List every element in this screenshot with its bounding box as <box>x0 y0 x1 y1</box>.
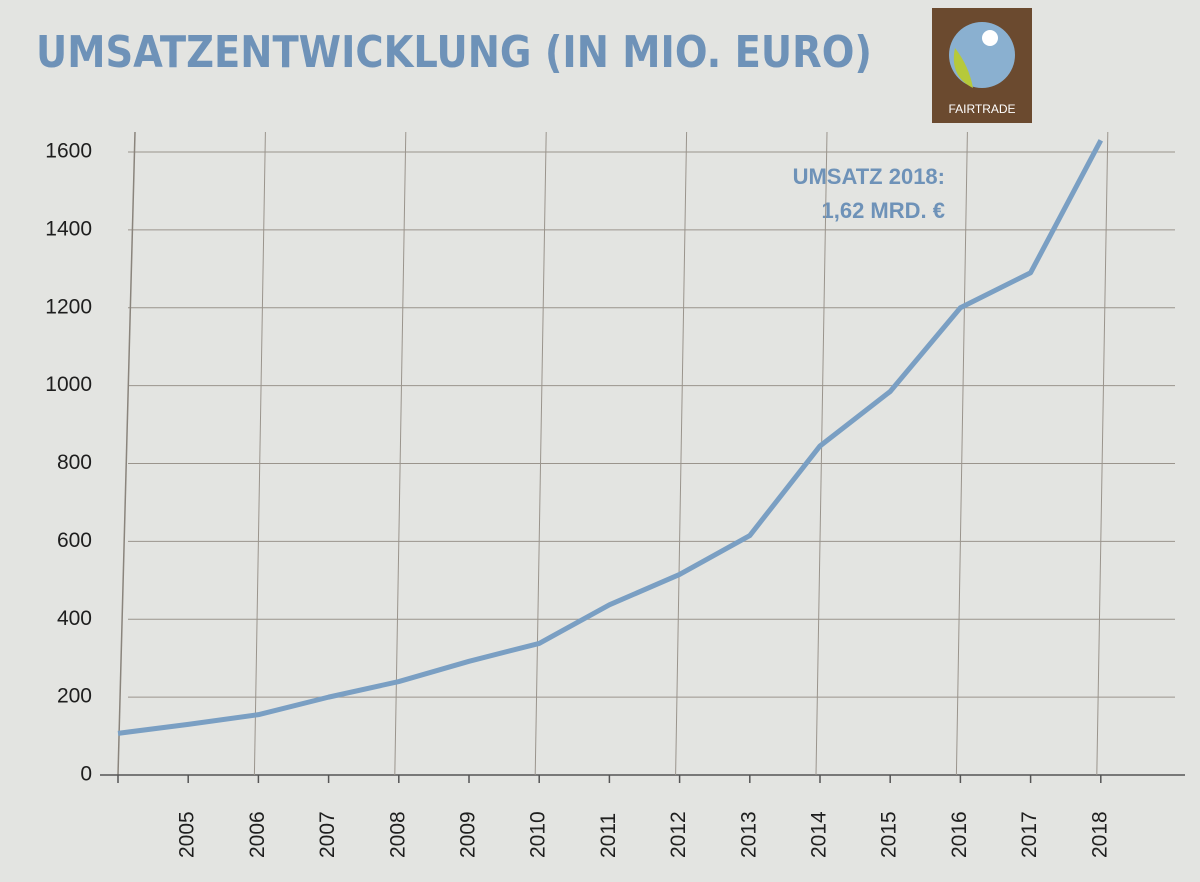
chart-title: UMSATZENTWICKLUNG (IN MIO. EURO) <box>36 27 872 78</box>
y-tick-label: 0 <box>80 763 92 786</box>
grid-line-vertical <box>534 131 547 776</box>
x-tick-label: 2007 <box>316 811 339 858</box>
y-tick-label: 800 <box>57 451 92 474</box>
y-tick-label: 1400 <box>45 217 92 240</box>
grid-line-vertical <box>253 131 266 776</box>
grid-line-vertical <box>815 131 828 776</box>
x-tick-label: 2009 <box>457 811 480 858</box>
x-tick-label: 2014 <box>808 811 831 858</box>
x-tick-label: 2008 <box>386 811 409 858</box>
series-line <box>117 139 1104 736</box>
x-tick-label: 2012 <box>667 811 690 858</box>
x-tick-label: 2015 <box>878 811 901 858</box>
x-tick-label: 2006 <box>246 811 269 858</box>
x-tick-label: 2018 <box>1088 811 1111 858</box>
grid-line-vertical <box>1096 131 1109 776</box>
grid-line-vertical <box>955 131 968 776</box>
y-tick-label: 600 <box>57 529 92 552</box>
x-tick-label: 2016 <box>948 811 971 858</box>
y-tick-label: 1200 <box>45 295 92 318</box>
logo: FAIRTRADE <box>932 8 1032 123</box>
x-tick-label: 2005 <box>176 811 199 858</box>
logo-head <box>982 30 998 46</box>
y-tick-label: 1600 <box>45 140 92 163</box>
y-axis <box>117 131 136 776</box>
logo-leaf <box>953 48 973 88</box>
grid-line-vertical <box>394 131 407 776</box>
x-tick-label: 2011 <box>597 813 620 858</box>
x-tick-label: 2017 <box>1018 811 1041 858</box>
x-tick-label: 2013 <box>737 811 760 858</box>
logo-text: FAIRTRADE <box>948 102 1015 116</box>
y-tick-label: 1000 <box>45 373 92 396</box>
grid-line-vertical <box>675 131 688 776</box>
annotation: UMSATZ 2018: <box>793 164 945 189</box>
y-tick-label: 400 <box>57 607 92 630</box>
y-tick-label: 200 <box>57 685 92 708</box>
annotation: 1,62 MRD. € <box>822 198 946 223</box>
x-tick-label: 2010 <box>527 811 550 858</box>
